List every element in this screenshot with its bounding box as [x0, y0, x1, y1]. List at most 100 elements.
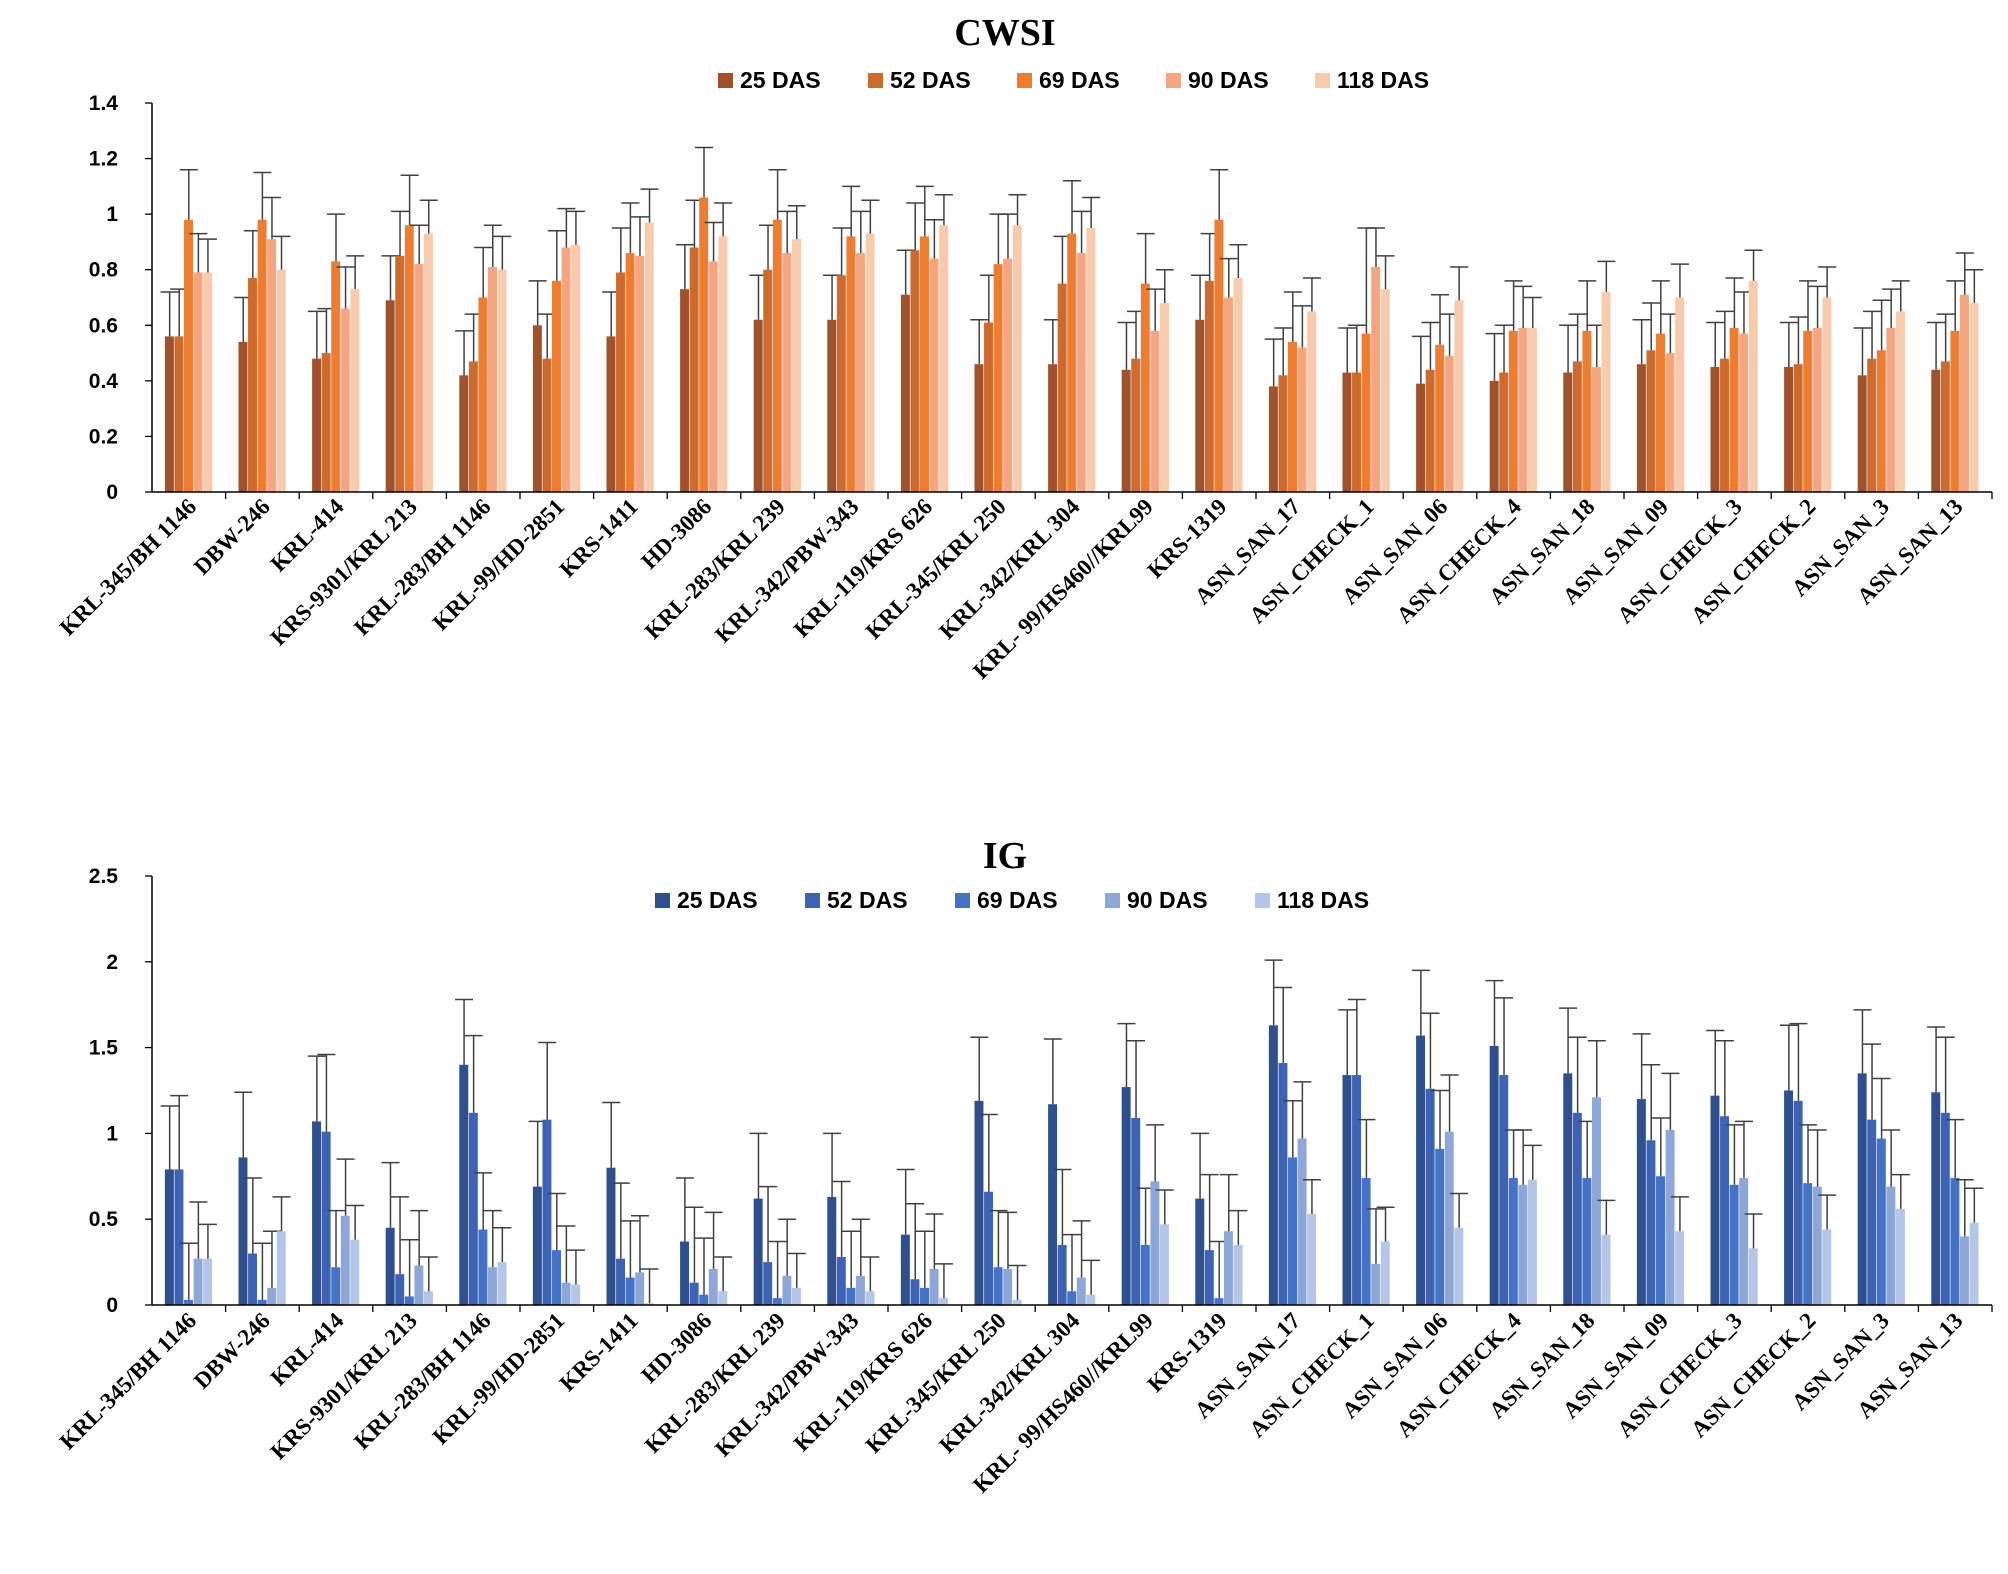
ig-bar [1582, 1178, 1592, 1305]
cwsi-bar [836, 275, 846, 492]
cwsi-x-tick-label: ASN_CHECK_4 [1392, 494, 1527, 629]
ig-bar [836, 1256, 846, 1305]
ig-bar [276, 1231, 286, 1305]
ig-bar [1086, 1294, 1096, 1305]
cwsi-bar [1076, 253, 1086, 492]
ig-legend-label: 90 DAS [1127, 887, 1208, 913]
ig-bar [1931, 1092, 1941, 1305]
cwsi-bar [164, 336, 174, 492]
ig-bar [1867, 1119, 1877, 1305]
cwsi-bar [1067, 233, 1077, 492]
ig-legend-label: 118 DAS [1277, 887, 1369, 913]
ig-bar [257, 1299, 267, 1305]
cwsi-x-tick-label: KRL-283/BH 1146 [349, 494, 495, 640]
ig-bar [542, 1119, 552, 1305]
ig-bar [1012, 1299, 1022, 1305]
cwsi-bar [1352, 372, 1362, 492]
ig-legend-swatch [805, 893, 820, 908]
ig-bar [984, 1191, 994, 1305]
cwsi-bar [763, 269, 773, 492]
cwsi-bar [900, 294, 910, 492]
cwsi-legend-label: 52 DAS [890, 67, 971, 93]
ig-legend-swatch [955, 893, 970, 908]
cwsi-bar [1342, 372, 1352, 492]
cwsi-x-tick-label: ASN_CHECK_2 [1686, 494, 1820, 628]
ig-bar [248, 1253, 258, 1305]
ig-x-tick-label: KRL-283/KRL 239 [640, 1308, 790, 1458]
cwsi-bar [1159, 303, 1169, 492]
cwsi-bar [1204, 280, 1214, 492]
cwsi-legend-label: 69 DAS [1039, 67, 1120, 93]
cwsi-bar [1867, 358, 1877, 492]
ig-x-tick-label: KRL-99/HD-2851 [428, 1308, 569, 1449]
ig-chart: IG 25 DAS 52 DAS 69 DAS 90 DAS 118 DAS KRL-34… [55, 835, 1993, 1498]
cwsi-x-tick-label: KRL-345/KRL 250 [861, 494, 1011, 644]
ig-bar [644, 1303, 654, 1305]
cwsi-bar [1416, 383, 1426, 492]
ig-bar [1508, 1178, 1518, 1305]
cwsi-bar [1572, 361, 1582, 492]
cwsi-x-tick-label: ASN_CHECK_3 [1613, 494, 1747, 628]
ig-bar [718, 1291, 728, 1305]
cwsi-bar [1895, 311, 1905, 492]
ig-bar [920, 1287, 929, 1305]
cwsi-bar [929, 258, 939, 492]
cwsi-bar [1959, 294, 1969, 492]
cwsi-bar [865, 233, 875, 492]
ig-bar [1268, 1025, 1278, 1305]
ig-bar [1895, 1208, 1905, 1305]
ig-bar [1278, 1063, 1288, 1305]
ig-bar [699, 1294, 709, 1305]
ig-bar [616, 1258, 626, 1305]
ig-bar [1739, 1178, 1749, 1305]
ig-bar [552, 1250, 561, 1305]
ig-legend-label: 69 DAS [977, 887, 1058, 913]
ig-bar [1048, 1104, 1058, 1305]
ig-bar [1601, 1234, 1611, 1305]
cwsi-bar [350, 289, 360, 492]
cwsi-legend-swatch [868, 73, 883, 88]
ig-x-tick-label: KRL-345/KRL 250 [861, 1308, 1011, 1458]
cwsi-bar [1675, 297, 1685, 492]
ig-bar [1563, 1073, 1573, 1305]
cwsi-bar [248, 278, 258, 492]
cwsi-bar [1601, 291, 1611, 492]
cwsi-y-tick-label: 1 [106, 203, 118, 226]
ig-bar [1131, 1117, 1141, 1305]
cwsi-bar [1720, 358, 1730, 492]
cwsi-x-tick-label: KRL-119/KRS 626 [789, 494, 937, 642]
cwsi-bar [1812, 328, 1822, 492]
ig-bar [385, 1227, 395, 1305]
cwsi-bar [1656, 333, 1665, 492]
cwsi-bar [753, 319, 763, 492]
ig-bar [939, 1298, 949, 1305]
cwsi-bar [1361, 333, 1371, 492]
cwsi-bar [974, 364, 984, 492]
ig-bar [1729, 1184, 1739, 1305]
ig-bar [1572, 1112, 1582, 1305]
ig-bar [1876, 1138, 1886, 1305]
ig-bar [1307, 1214, 1317, 1305]
ig-bar [174, 1169, 184, 1305]
ig-bar [414, 1265, 424, 1305]
cwsi-bar [321, 353, 331, 492]
cwsi-y-tick-label: 0.6 [89, 314, 118, 337]
ig-x-tick-label: KRL-119/KRS 626 [789, 1308, 937, 1456]
cwsi-bar [1003, 258, 1013, 492]
cwsi-bar [552, 280, 561, 492]
ig-bar [772, 1298, 782, 1305]
cwsi-legend-label: 90 DAS [1188, 67, 1269, 93]
ig-bar [625, 1277, 635, 1305]
cwsi-bar [606, 336, 616, 492]
ig-bar [1527, 1179, 1537, 1305]
ig-bar [974, 1100, 984, 1305]
ig-bar [1342, 1075, 1352, 1305]
cwsi-bar [1940, 361, 1950, 492]
cwsi-bar [1803, 330, 1813, 492]
cwsi-bar [1288, 341, 1297, 492]
cwsi-bar [1489, 380, 1499, 492]
cwsi-bar [1425, 369, 1435, 492]
cwsi-bar [1508, 330, 1518, 492]
cwsi-bar [1729, 328, 1739, 492]
ig-legend-swatch [1105, 893, 1120, 908]
